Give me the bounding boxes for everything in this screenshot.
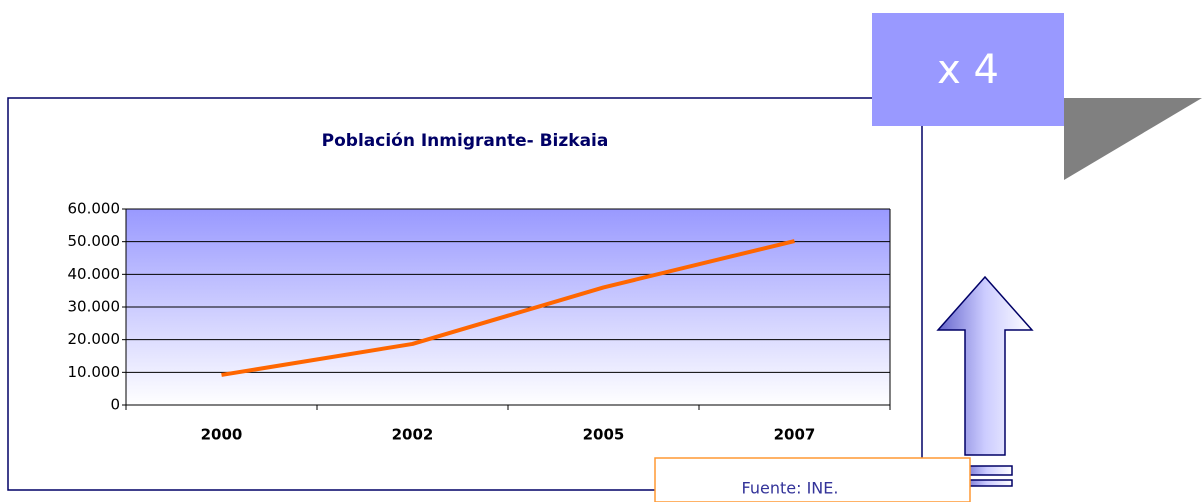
y-tick-label: 20.000 [68, 330, 121, 348]
chart-title: Población Inmigrante- Bizkaia [322, 131, 609, 151]
y-tick-label: 10.000 [68, 363, 121, 381]
y-tick-label: 0 [110, 396, 120, 414]
y-tick-label: 60.000 [68, 200, 121, 218]
up-arrow [936, 275, 1034, 456]
data-line [221, 239, 795, 377]
x-tick-label: 2000 [201, 426, 243, 444]
y-tick-label: 30.000 [68, 298, 121, 316]
callout-shadow [1064, 98, 1202, 180]
y-tick-label: 50.000 [68, 232, 121, 250]
callout-box [872, 13, 1064, 126]
source-box [654, 457, 971, 502]
x-tick-label: 2007 [774, 426, 816, 444]
source-text: Fuente: INE. [742, 479, 839, 498]
y-tick-label: 40.000 [68, 265, 121, 283]
callout-text: x 4 [937, 47, 999, 93]
x-tick-label: 2005 [583, 426, 625, 444]
x-tick-label: 2002 [392, 426, 434, 444]
